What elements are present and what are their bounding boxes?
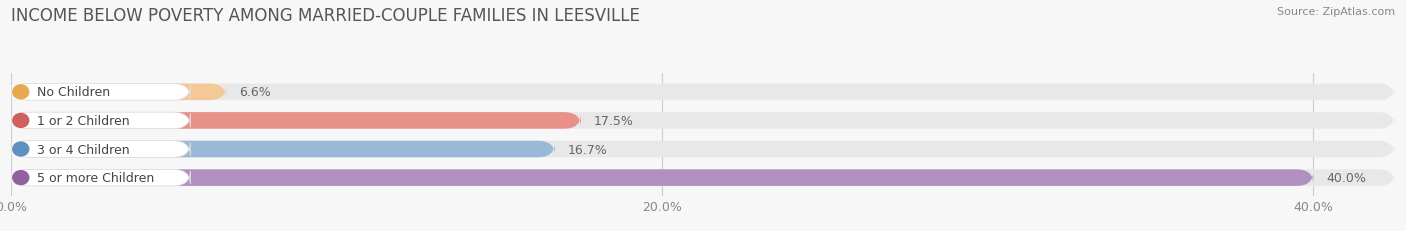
Text: Source: ZipAtlas.com: Source: ZipAtlas.com: [1277, 7, 1395, 17]
FancyBboxPatch shape: [11, 84, 1395, 101]
Circle shape: [13, 143, 28, 156]
Circle shape: [13, 171, 28, 185]
Text: 5 or more Children: 5 or more Children: [37, 171, 155, 184]
Text: INCOME BELOW POVERTY AMONG MARRIED-COUPLE FAMILIES IN LEESVILLE: INCOME BELOW POVERTY AMONG MARRIED-COUPL…: [11, 7, 640, 25]
Text: 17.5%: 17.5%: [593, 114, 634, 127]
FancyBboxPatch shape: [11, 141, 1395, 158]
FancyBboxPatch shape: [11, 141, 555, 158]
Circle shape: [13, 85, 28, 99]
FancyBboxPatch shape: [11, 84, 226, 101]
FancyBboxPatch shape: [11, 170, 1395, 186]
FancyBboxPatch shape: [11, 170, 1313, 186]
FancyBboxPatch shape: [11, 170, 190, 186]
Text: 3 or 4 Children: 3 or 4 Children: [37, 143, 129, 156]
Text: No Children: No Children: [37, 86, 110, 99]
FancyBboxPatch shape: [11, 113, 1395, 129]
FancyBboxPatch shape: [11, 84, 190, 101]
Text: 40.0%: 40.0%: [1326, 171, 1367, 184]
Circle shape: [13, 114, 28, 128]
FancyBboxPatch shape: [11, 113, 581, 129]
FancyBboxPatch shape: [11, 113, 190, 129]
Text: 16.7%: 16.7%: [568, 143, 607, 156]
Text: 1 or 2 Children: 1 or 2 Children: [37, 114, 129, 127]
Text: 6.6%: 6.6%: [239, 86, 271, 99]
FancyBboxPatch shape: [11, 141, 190, 158]
